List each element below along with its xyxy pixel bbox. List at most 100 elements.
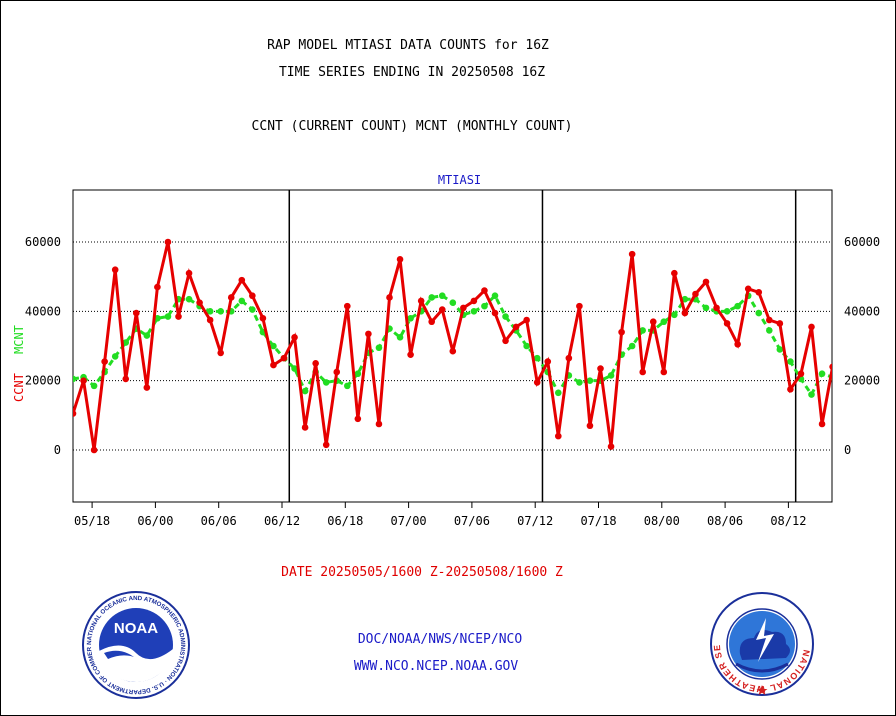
mcnt-point (734, 302, 741, 310)
ccnt-point (238, 276, 246, 284)
ccnt-point (322, 441, 330, 449)
ccnt-point (101, 358, 108, 365)
ccnt-point (80, 377, 87, 384)
ccnt-point (154, 283, 161, 291)
ccnt-point (639, 368, 646, 376)
ccnt-point (90, 446, 98, 454)
ccnt-point (797, 370, 805, 378)
x-tick-label: 07/00 (391, 514, 427, 528)
x-tick-label: 08/00 (644, 514, 680, 528)
mcnt-point (270, 342, 277, 350)
mcnt-point (322, 379, 330, 386)
x-tick-label: 05/18 (74, 514, 110, 528)
ccnt-point (396, 256, 404, 263)
ccnt-point (829, 363, 832, 371)
ccnt-point (270, 361, 277, 369)
ccnt-point (122, 375, 130, 383)
chart-title-line1: RAP MODEL MTIASI DATA COUNTS for 16Z (267, 38, 549, 53)
ccnt-point (206, 316, 214, 324)
x-tick-label: 07/18 (580, 514, 616, 528)
ccnt-point (628, 250, 636, 258)
url-label[interactable]: WWW.NCO.NCEP.NOAA.GOV (353, 659, 519, 674)
ccnt-point (143, 384, 151, 391)
ccnt-point (449, 347, 457, 355)
mcnt-point (111, 353, 119, 360)
ccnt-point (808, 323, 815, 331)
ccnt-point (354, 415, 362, 423)
y-tick-label-right: 0 (844, 443, 851, 457)
mcnt-point (818, 370, 826, 378)
mcnt-point (660, 318, 668, 326)
ccnt-point (291, 334, 298, 341)
mcnt-point (502, 313, 509, 320)
ccnt-point (301, 424, 309, 431)
mcnt-point (143, 332, 151, 339)
mcnt-point (607, 372, 615, 379)
mcnt-point (808, 391, 815, 398)
plot-title: MTIASI (438, 173, 481, 187)
ccnt-point (481, 287, 488, 294)
ccnt-point (660, 368, 668, 376)
ccnt-point (164, 238, 172, 246)
noaa-logo: NOAA NATIONAL OCEANIC AND ATMOSPHERIC AD… (82, 591, 190, 699)
y-tick-label-right: 40000 (844, 304, 880, 318)
mcnt-point (396, 334, 404, 341)
ccnt-point (649, 318, 657, 326)
x-tick-label: 06/18 (327, 514, 363, 528)
ccnt-point (365, 330, 372, 338)
ccnt-point (460, 304, 467, 312)
ccnt-point (744, 285, 752, 293)
ccnt-point (671, 269, 678, 277)
ccnt-point (607, 443, 615, 450)
mcnt-point (628, 342, 636, 350)
ccnt-point (576, 302, 583, 310)
y-tick-label-left: 20000 (25, 374, 61, 388)
nws-logo: NATIONAL WEATHER SERVICE (710, 592, 814, 696)
ccnt-point (111, 266, 119, 274)
mcnt-point (449, 299, 457, 306)
series-ccnt (73, 238, 832, 454)
mcnt-point (766, 327, 773, 334)
mcnt-point (354, 370, 362, 378)
ccnt-point (249, 292, 256, 300)
ccnt-point (734, 340, 741, 348)
ccnt-point (586, 422, 594, 430)
ccnt-point (217, 349, 224, 357)
ccnt-point (344, 302, 351, 310)
mcnt-point (291, 365, 298, 372)
org-label: DOC/NOAA/NWS/NCEP/NCO (357, 632, 523, 647)
ccnt-point (523, 316, 530, 324)
mcnt-point (671, 311, 678, 319)
mcnt-point (249, 306, 256, 313)
ccnt-point (818, 420, 826, 428)
x-tick-label: 07/12 (517, 514, 553, 528)
mcnt-point (586, 377, 594, 384)
mcnt-point (776, 346, 784, 353)
ccnt-point (565, 354, 573, 362)
mcnt-point (73, 375, 77, 383)
ccnt-point (755, 288, 763, 296)
ccnt-point (386, 294, 393, 301)
mcnt-point (438, 292, 446, 300)
ccnt-point (692, 290, 699, 298)
mcnt-point (576, 379, 583, 386)
ccnt-point (555, 432, 562, 440)
ccnt-point (133, 309, 140, 317)
ccnt-point (375, 420, 383, 428)
ccnt-point (175, 313, 182, 320)
mcnt-point (470, 308, 478, 315)
mcnt-point (555, 389, 562, 397)
ccnt-point (618, 328, 625, 336)
mcnt-point (702, 304, 710, 312)
mcnt-point (90, 382, 98, 390)
ccnt-point (280, 354, 288, 362)
ccnt-point (681, 309, 689, 317)
ccnt-point (776, 320, 784, 327)
chart-title-line2: TIME SERIES ENDING IN 20250508 16Z (278, 65, 546, 80)
mcnt-point (723, 308, 731, 315)
mcnt-point (533, 354, 541, 362)
y-label-ccnt: CCNT (12, 373, 26, 402)
x-tick-label: 06/12 (264, 514, 300, 528)
ccnt-point (196, 299, 203, 306)
y-tick-label-left: 40000 (25, 304, 61, 318)
